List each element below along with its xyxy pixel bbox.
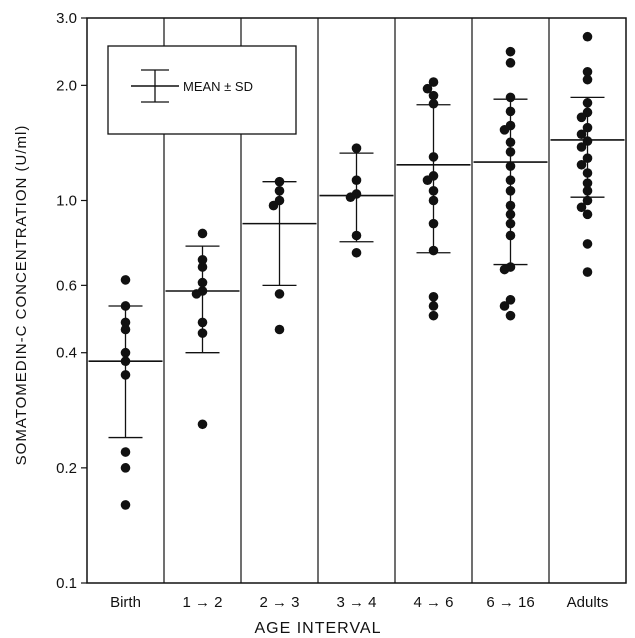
data-point: [499, 125, 510, 135]
y-tick-label: 0.1: [56, 575, 77, 592]
x-tick-label: 1 → 2: [182, 594, 222, 611]
data-point: [499, 264, 510, 275]
data-point: [120, 463, 131, 473]
data-point: [268, 200, 279, 211]
data-point: [582, 267, 593, 277]
x-tick-label: 2 → 3: [259, 594, 299, 611]
plot-frame: [86, 17, 627, 584]
data-point: [274, 289, 285, 299]
legend-label: MEAN ± SD: [183, 79, 253, 94]
legend: MEAN ± SD: [107, 45, 297, 135]
data-point: [428, 310, 439, 321]
data-point: [582, 74, 593, 85]
x-tick-label: 6 → 16: [486, 594, 534, 611]
x-tick-label: 4 → 6: [413, 594, 453, 611]
data-point: [582, 31, 593, 42]
x-tick-label: 3 → 4: [336, 594, 376, 611]
plot-border: [86, 17, 627, 584]
x-axis: Birth 1 → 2 2 → 3 3 → 4 4 → 6 6 → 16 Adults: [110, 594, 608, 611]
data-point: [576, 159, 587, 170]
data-point: [428, 301, 439, 311]
legend-box: [107, 45, 297, 135]
x-tick-label: Birth: [110, 594, 141, 611]
data-point: [351, 247, 362, 258]
data-point: [120, 500, 131, 510]
data-point: [505, 310, 516, 321]
data-point: [422, 83, 433, 94]
data-point: [422, 175, 433, 185]
data-point: [582, 67, 593, 77]
x-axis-label: AGE INTERVAL: [255, 620, 382, 637]
data-point: [197, 419, 208, 430]
data-point: [576, 142, 587, 152]
data-point: [120, 275, 131, 285]
data-point: [505, 46, 516, 57]
data-point: [576, 129, 587, 140]
y-tick-label: 1.0: [56, 192, 77, 209]
data-point: [120, 447, 131, 457]
data-point: [428, 90, 439, 101]
x-tick-label: Adults: [567, 594, 609, 611]
data-point: [505, 58, 516, 68]
data-point: [582, 239, 593, 249]
y-tick-label: 3.0: [56, 10, 77, 27]
mean-sd-bars: [88, 96, 625, 439]
y-axis: 0.1 0.2 0.4 0.6 1.0 2.0 3.0: [56, 10, 87, 592]
data-point: [428, 98, 439, 109]
data-point: [582, 209, 593, 220]
data-point: [576, 112, 587, 123]
data-point: [345, 192, 356, 203]
data-point: [197, 228, 208, 239]
data-point: [428, 77, 439, 87]
y-tick-label: 0.4: [56, 345, 77, 362]
y-tick-label: 2.0: [56, 77, 77, 94]
y-tick-label: 0.2: [56, 460, 77, 477]
data-point: [582, 195, 593, 206]
data-point: [274, 324, 285, 335]
data-point: [351, 143, 362, 154]
data-point: [505, 295, 516, 305]
y-tick-label: 0.6: [56, 277, 77, 294]
y-axis-label: SOMATOMEDIN-C CONCENTRATION (U/ml): [13, 125, 30, 466]
data-point: [499, 301, 510, 311]
data-point: [576, 202, 587, 213]
data-point: [428, 292, 439, 302]
